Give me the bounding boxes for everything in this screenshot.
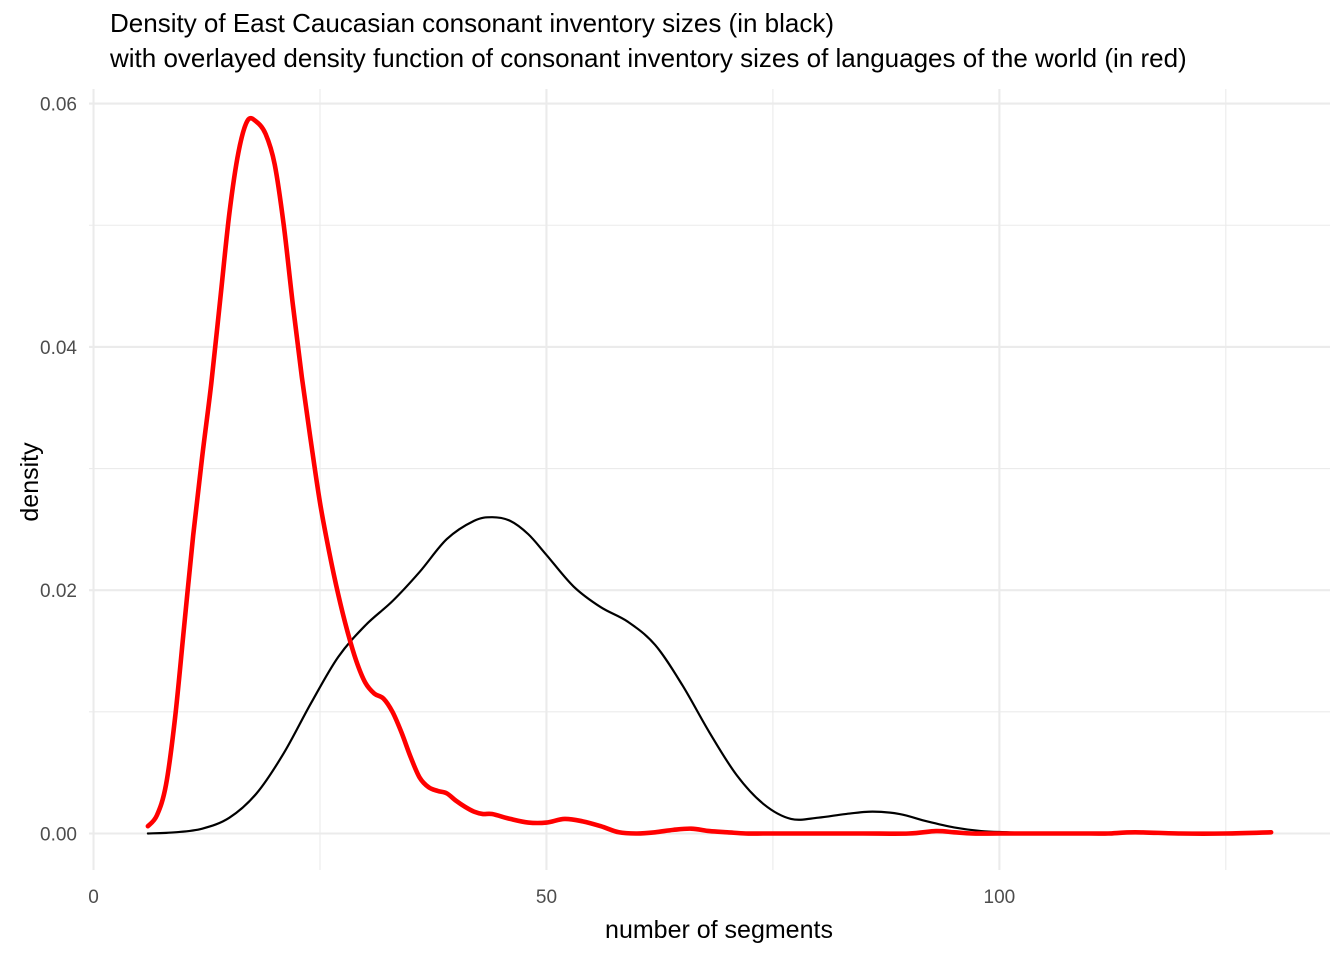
- chart-title: Density of East Caucasian consonant inve…: [110, 8, 834, 38]
- y-tick-label: 0.00: [40, 825, 77, 846]
- x-axis-title: number of segments: [605, 916, 833, 944]
- x-tick-label: 0: [88, 887, 99, 908]
- axis-ticks: 0.00 0.02 0.04 0.06 0 50 100: [40, 95, 1015, 908]
- x-tick-label: 50: [536, 887, 557, 908]
- y-tick-label: 0.02: [40, 581, 77, 602]
- y-axis-title: density: [16, 442, 44, 522]
- y-tick-label: 0.06: [40, 95, 77, 116]
- plot-series: [145, 115, 1274, 836]
- east-caucasian-density-line: [146, 516, 1092, 835]
- x-tick-label: 100: [984, 887, 1016, 908]
- world-languages-density-line: [145, 115, 1274, 836]
- chart-subtitle: with overlayed density function of conso…: [109, 43, 1187, 73]
- y-tick-label: 0.04: [40, 338, 77, 359]
- plot-grid: [89, 89, 1330, 870]
